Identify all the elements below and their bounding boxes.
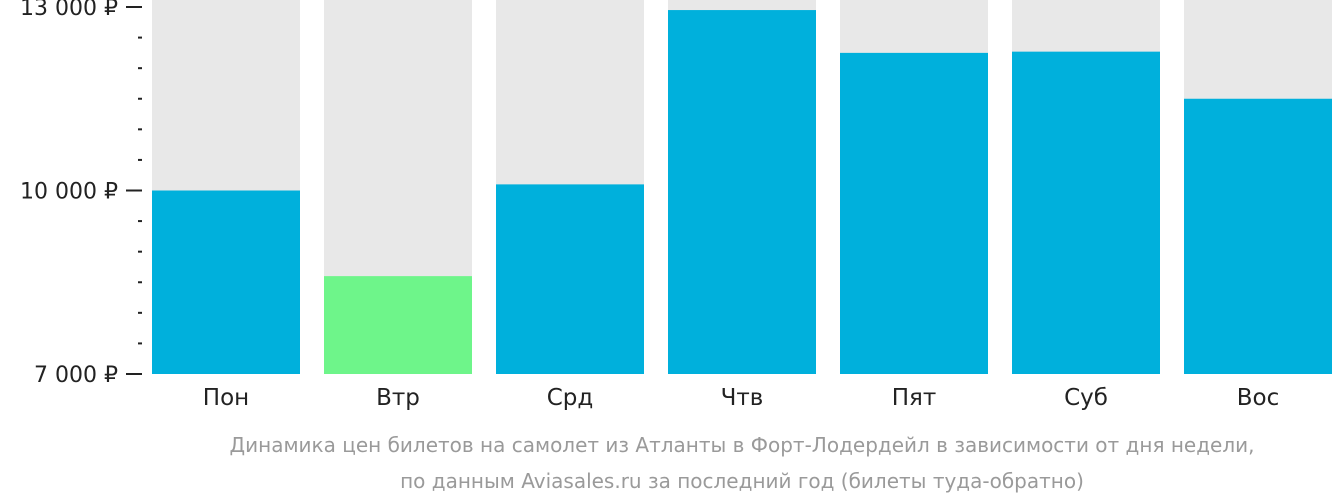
- bar-1: [152, 190, 300, 374]
- x-tick-label: Срд: [547, 385, 594, 411]
- bar-6: [1012, 51, 1160, 374]
- bar-3: [496, 184, 644, 374]
- bar-5: [840, 52, 988, 374]
- x-tick-label: Пят: [892, 385, 937, 411]
- y-tick-label: 10 000 ₽: [20, 180, 118, 205]
- bar-2: [324, 276, 472, 374]
- y-tick-label: 7 000 ₽: [34, 363, 118, 388]
- x-tick-label: Втр: [376, 385, 420, 411]
- caption-line-1: Динамика цен билетов на самолет из Атлан…: [230, 433, 1255, 457]
- chart-caption: Динамика цен билетов на самолет из Атлан…: [230, 433, 1255, 493]
- caption-line-2: по данным Aviasales.ru за последний год …: [400, 469, 1084, 493]
- x-tick-label: Суб: [1064, 385, 1108, 411]
- x-axis-labels: Пон Втр Срд Чтв Пят Суб Вос: [203, 385, 1279, 411]
- x-tick-label: Вос: [1237, 385, 1280, 411]
- bar-7: [1184, 98, 1332, 374]
- bar-4: [668, 10, 816, 375]
- y-tick-label: 13 000 ₽: [20, 0, 118, 21]
- y-axis: 13 000 ₽ 10 000 ₽ 7 000 ₽: [20, 0, 142, 388]
- bars: [152, 10, 1332, 375]
- x-tick-label: Пон: [203, 385, 249, 411]
- x-tick-label: Чтв: [721, 385, 764, 411]
